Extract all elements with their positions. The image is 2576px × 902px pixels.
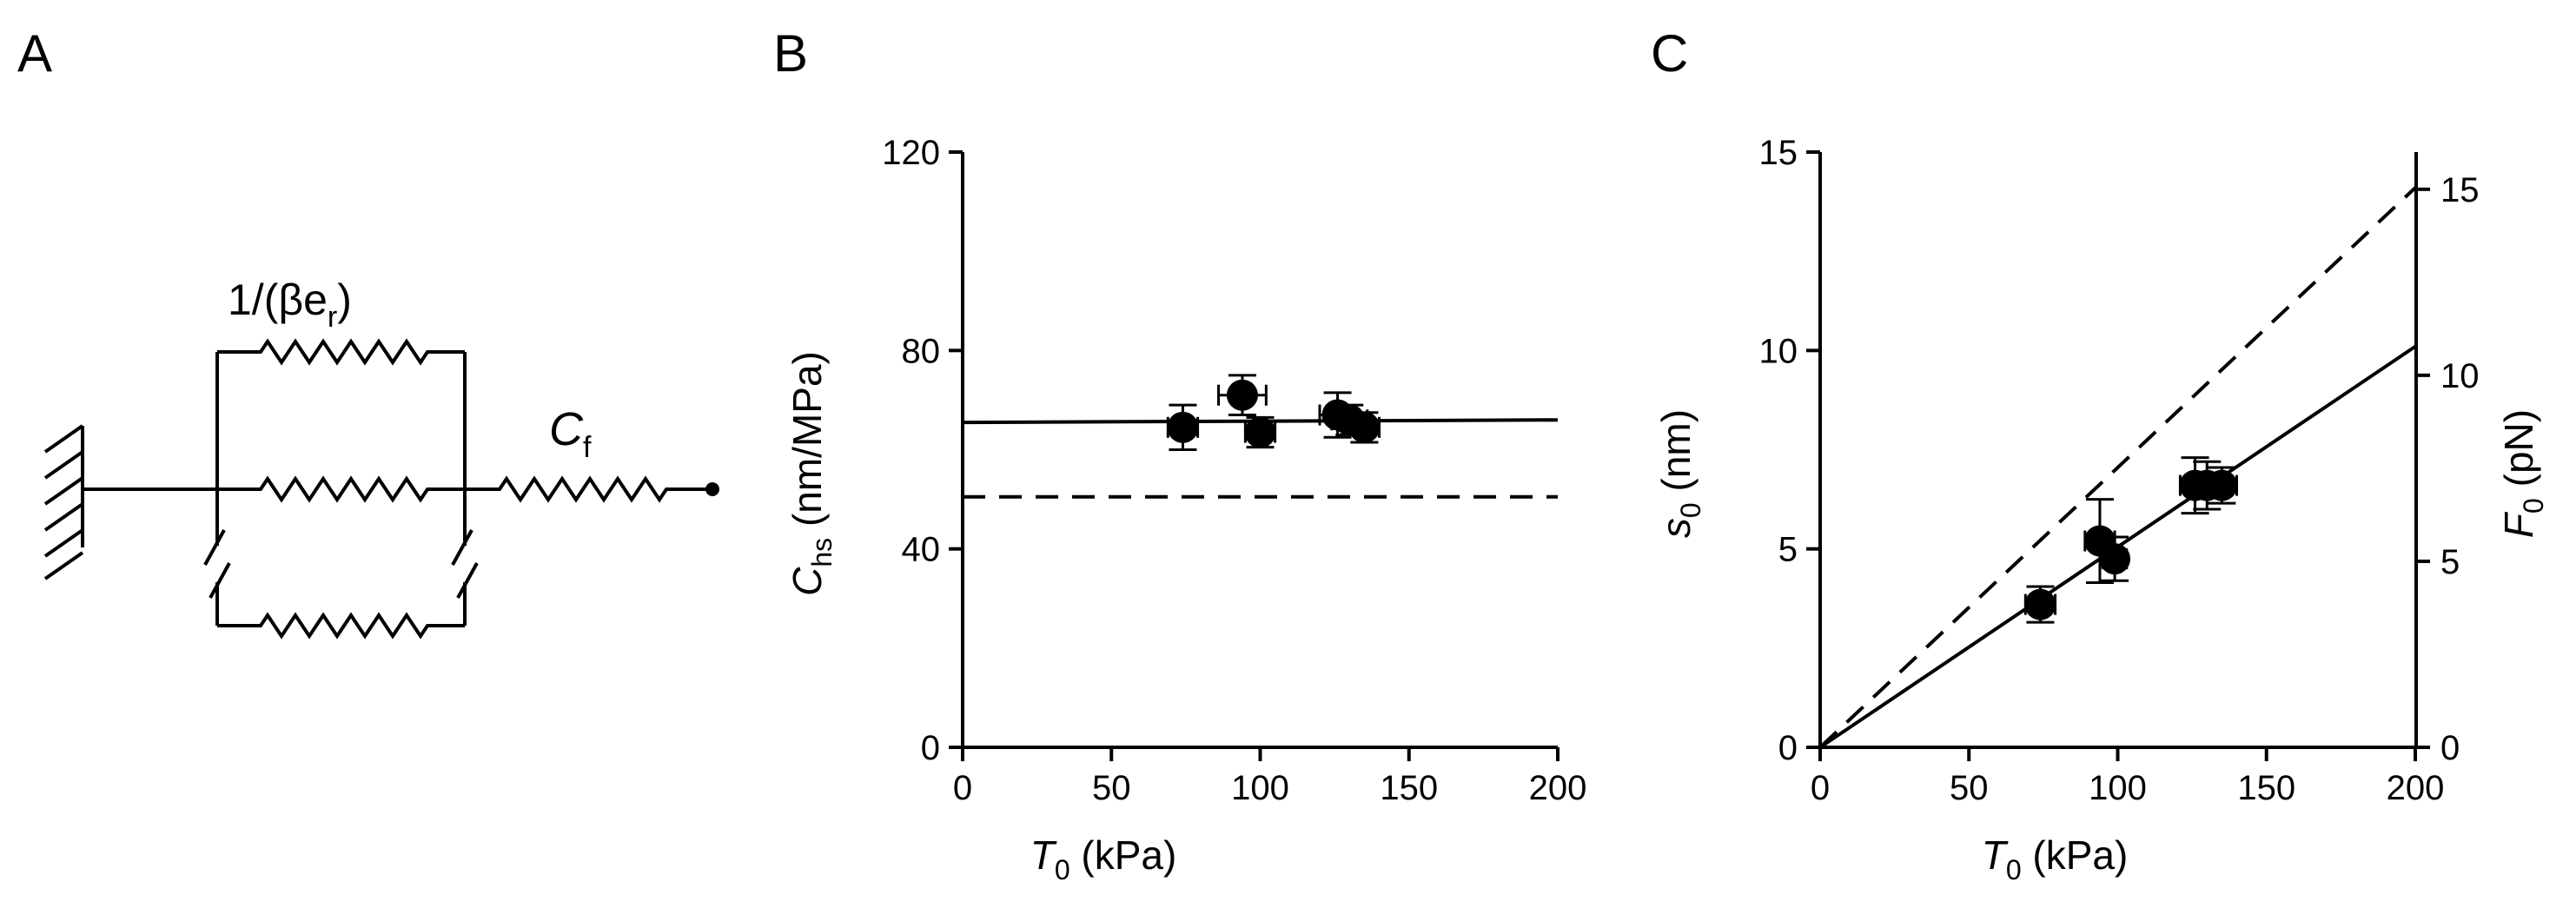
y-tick-label: 0 [1778,729,1798,767]
y-tick-label: 10 [1759,332,1798,370]
panel-c-points [2023,456,2238,624]
spring-bottom [217,612,465,640]
data-marker [1348,411,1381,443]
wall-hatch [43,424,84,580]
spring-top [217,338,465,366]
x-tick-label: 0 [953,769,972,807]
dashed-fit-line [1818,186,2417,749]
panel-c-y2-axis-label: F0 (pN) [2496,409,2549,538]
x-tick-label: 50 [1092,769,1131,807]
x-tick-label: 150 [2237,769,2295,807]
panel-b-y-axis-label: Chs (nm/MPa) [785,351,838,596]
panel-b-axes: 0 50 100 150 200 0 40 80 120 [882,134,1586,807]
chart-panel-b: 0 50 100 150 200 0 40 80 120 T0 (kPa) Chs (nm/MP… [785,134,1586,885]
y2-tick-label: 5 [2440,543,2460,581]
x-tick-label: 100 [1231,769,1289,807]
y2-tick-label: 0 [2440,729,2460,767]
panel-label-a: A [17,24,52,83]
panel-c-x-axis-label: T0 (kPa) [1982,832,2129,885]
panel-label-b: B [773,24,808,83]
y-tick-label: 15 [1759,134,1798,172]
panel-label-c: C [1651,24,1688,83]
break-mark-left-1 [203,529,226,566]
x-tick-label: 0 [1811,769,1830,807]
parallel-spring-label: 1/(βer) [228,275,352,334]
break-mark-right-1 [451,529,473,566]
data-marker [1167,411,1199,443]
break-mark-left-2 [209,562,231,599]
data-point [1166,403,1200,451]
y-tick-label: 40 [902,531,941,569]
y-tick-label: 80 [902,332,941,370]
break-mark-right-2 [456,562,479,599]
panel-c-y-axis-label: s0 (nm) [1653,409,1706,538]
data-marker [2024,588,2056,620]
x-tick-label: 200 [2387,769,2445,807]
terminal-dot [705,482,719,496]
panel-c-fit-lines [1818,186,2417,749]
y-tick-label: 120 [882,134,940,172]
panel-b-points [1166,374,1381,451]
x-tick-label: 50 [1950,769,1989,807]
y-tick-label: 5 [1778,531,1798,569]
data-point [1348,411,1381,444]
circuit-diagram [43,338,712,640]
data-marker [1244,416,1276,448]
panel-b-x-axis-label: T0 (kPa) [1030,832,1177,885]
series-spring-label: Cf [549,403,592,464]
spring-series [465,475,712,503]
data-point [1217,374,1268,417]
x-tick-label: 200 [1529,769,1587,807]
y-tick-label: 0 [921,729,940,767]
data-marker [1226,379,1258,411]
x-tick-label: 150 [1380,769,1438,807]
x-tick-label: 100 [2089,769,2147,807]
data-point [2023,585,2057,624]
y2-tick-label: 10 [2440,357,2480,395]
data-point [1243,415,1277,449]
data-marker [2099,543,2131,575]
data-point [2099,535,2131,582]
data-point [2205,466,2238,505]
y2-tick-label: 15 [2440,171,2480,209]
spring-middle [217,475,465,503]
data-marker [2206,469,2238,501]
